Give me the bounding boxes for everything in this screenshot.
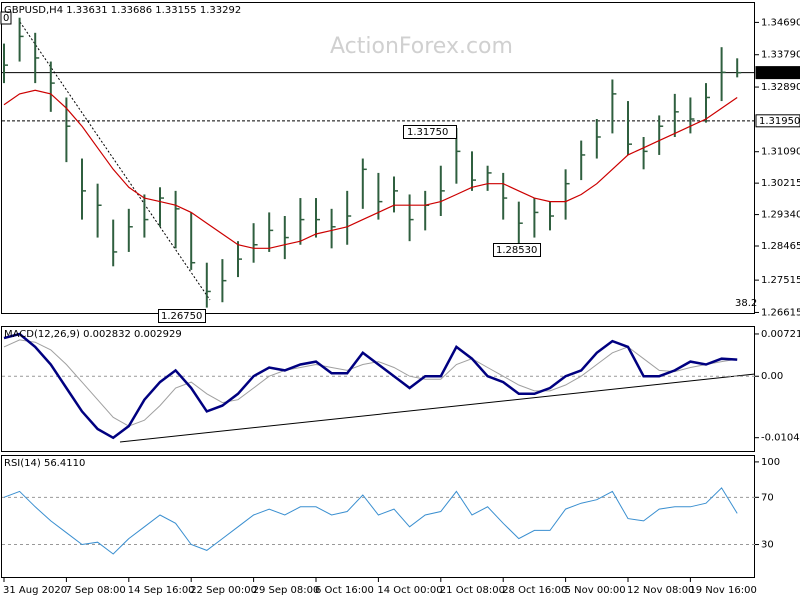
- y-tick-label: 100: [761, 457, 780, 468]
- annotation: 1.31750: [407, 127, 448, 138]
- annotation-box: [403, 125, 457, 139]
- annotation-box: [0, 11, 12, 25]
- y-tick-label: 0.00: [761, 371, 783, 382]
- annotation: 1.28530: [496, 245, 537, 256]
- annotation: 0: [3, 13, 9, 24]
- x-tick-label: 6 Oct 16:00: [315, 585, 374, 596]
- x-tick-label: 19 Nov 16:00: [689, 585, 756, 596]
- level-label-box: [755, 114, 800, 128]
- indicator-line: [3, 332, 738, 440]
- annotation: 1.26750: [161, 311, 202, 322]
- watermark: ActionForex.com: [330, 34, 513, 59]
- y-tick-label: 0.007213: [761, 329, 800, 340]
- x-tick-label: 14 Sep 16:00: [128, 585, 195, 596]
- rsi-title: RSI(14) 56.4110: [4, 458, 85, 469]
- level-label-box: [755, 66, 800, 80]
- level-label: 1.31950: [759, 116, 800, 127]
- y-tick-label: -0.01048: [761, 433, 800, 444]
- y-tick-label: 1.26615: [761, 307, 800, 318]
- fib-label: 38.2: [735, 298, 757, 309]
- x-tick-label: 22 Sep 00:00: [190, 585, 257, 596]
- x-tick-label: 29 Sep 08:00: [253, 585, 320, 596]
- level-label: 1.33292: [759, 68, 800, 79]
- x-tick-label: 14 Oct 00:00: [377, 585, 442, 596]
- annotation-box: [158, 309, 206, 323]
- price-panel: [1, 2, 755, 314]
- x-tick-label: 12 Nov 08:00: [627, 585, 694, 596]
- rsi-panel: [1, 455, 755, 578]
- indicator-line: [3, 339, 738, 427]
- trend-line: [119, 373, 756, 443]
- y-tick-label: 1.30215: [761, 178, 800, 189]
- y-tick-label: 1.28465: [761, 241, 800, 252]
- y-tick-label: 70: [761, 492, 774, 503]
- annotation-box: [493, 243, 541, 257]
- x-tick-label: 31 Aug 2020: [3, 585, 67, 596]
- moving-average: [3, 89, 738, 249]
- y-tick-label: 1.32890: [761, 82, 800, 93]
- x-tick-label: 28 Oct 16:00: [502, 585, 567, 596]
- y-tick-label: 1.34690: [761, 17, 800, 28]
- y-tick-label: 1.31090: [761, 147, 800, 158]
- y-tick-label: 30: [761, 540, 774, 551]
- x-tick-label: 5 Nov 00:00: [565, 585, 626, 596]
- indicator-line: [3, 487, 738, 555]
- macd-panel: [1, 326, 755, 452]
- macd-title: MACD(12,26,9) 0.002832 0.002929: [4, 329, 182, 340]
- x-tick-label: 21 Oct 08:00: [440, 585, 505, 596]
- y-tick-label: 1.33790: [761, 50, 800, 61]
- y-tick-label: 1.27515: [761, 275, 800, 286]
- x-tick-label: 7 Sep 08:00: [65, 585, 125, 596]
- chart-title: GBPUSD,H4 1.33631 1.33686 1.33155 1.3329…: [4, 5, 241, 16]
- y-tick-label: 1.29340: [761, 210, 800, 221]
